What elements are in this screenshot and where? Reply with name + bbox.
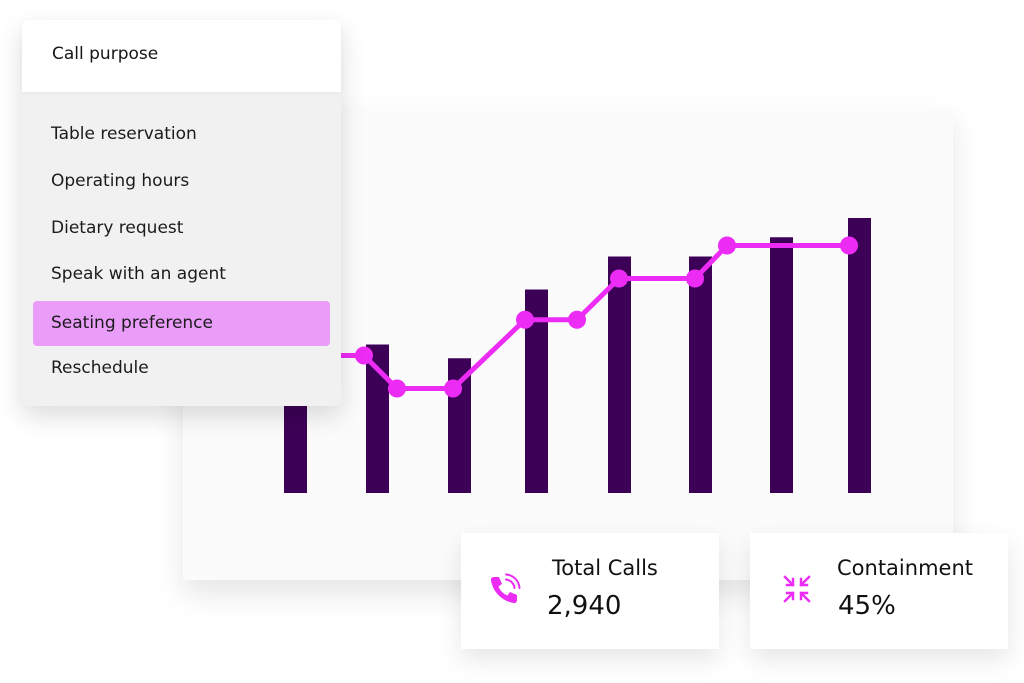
menu-item-seating-preference[interactable]: Seating preference: [33, 301, 330, 346]
menu-item-reschedule[interactable]: Reschedule: [33, 346, 330, 391]
trend-point-9: [718, 236, 736, 255]
trend-point-7: [610, 269, 628, 288]
menu-item-dietary-request[interactable]: Dietary request: [33, 206, 330, 251]
bar-3: [448, 358, 471, 493]
trend-point-3: [388, 379, 406, 398]
bar-6: [689, 256, 712, 493]
bar-2: [366, 344, 389, 493]
menu-item-label: Reschedule: [51, 358, 149, 378]
trend-point-8: [686, 269, 704, 288]
menu-item-label: Seating preference: [51, 313, 213, 333]
menu-item-speak-with-agent[interactable]: Speak with an agent: [33, 252, 330, 297]
bar-5: [608, 256, 631, 493]
containment-label: Containment: [837, 556, 973, 580]
menu-item-operating-hours[interactable]: Operating hours: [33, 159, 330, 204]
containment-value: 45%: [838, 591, 896, 621]
menu-item-label: Speak with an agent: [51, 264, 226, 284]
menu-item-label: Operating hours: [51, 171, 190, 191]
menu-item-label: Dietary request: [51, 218, 184, 238]
trend-point-2: [355, 346, 373, 365]
trend-point-4: [444, 379, 462, 398]
phone-ringing-icon: [490, 573, 521, 604]
containment-card: Containment 45%: [750, 533, 1008, 649]
trend-point-6: [568, 310, 586, 329]
dropdown-title: Call purpose: [52, 44, 159, 64]
bar-series: [284, 218, 871, 493]
bar-4: [525, 289, 548, 493]
bar-7: [770, 237, 793, 493]
call-purpose-dropdown[interactable]: Call purpose Table reservation Operating…: [22, 20, 341, 406]
menu-item-label: Table reservation: [51, 124, 197, 144]
trend-point-5: [516, 310, 534, 329]
total-calls-label: Total Calls: [552, 556, 658, 580]
total-calls-value: 2,940: [547, 591, 622, 621]
collapse-arrows-icon: [783, 575, 811, 603]
combo-chart: [183, 218, 871, 493]
total-calls-card: Total Calls 2,940: [461, 533, 719, 649]
trend-point-10: [840, 236, 858, 255]
bar-8: [848, 218, 871, 493]
menu-item-table-reservation[interactable]: Table reservation: [33, 112, 330, 157]
dropdown-header[interactable]: Call purpose: [22, 20, 341, 92]
